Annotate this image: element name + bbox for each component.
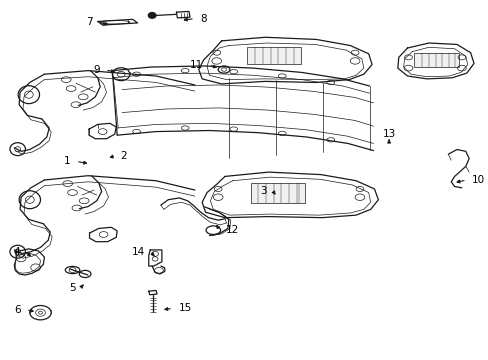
Text: 15: 15 — [178, 303, 191, 314]
Text: 4: 4 — [13, 247, 20, 257]
Ellipse shape — [148, 13, 156, 18]
Text: 5: 5 — [69, 283, 75, 293]
Bar — [413, 53, 458, 67]
Text: 7: 7 — [86, 17, 92, 27]
Text: 6: 6 — [14, 305, 20, 315]
Text: 10: 10 — [471, 175, 484, 185]
Text: 11: 11 — [189, 60, 203, 70]
Text: 13: 13 — [382, 130, 395, 139]
Text: 3: 3 — [260, 186, 266, 196]
Bar — [250, 183, 305, 203]
Text: 12: 12 — [225, 225, 238, 235]
Bar — [247, 46, 300, 64]
Text: 9: 9 — [93, 65, 100, 75]
Text: 8: 8 — [200, 14, 206, 24]
Text: 2: 2 — [120, 151, 126, 161]
Text: 14: 14 — [131, 247, 144, 257]
Text: 1: 1 — [64, 156, 70, 166]
